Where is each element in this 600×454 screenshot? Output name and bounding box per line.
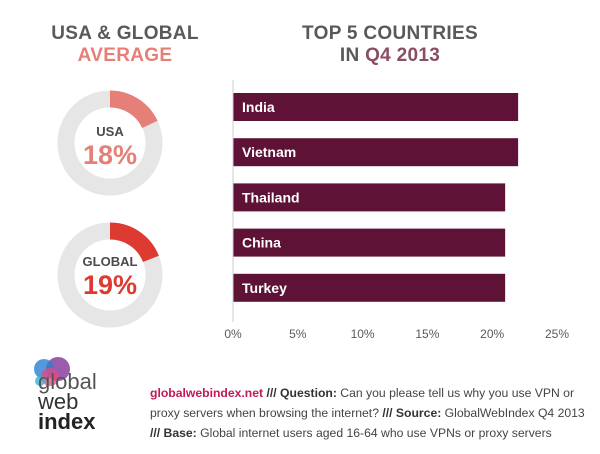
global-donut-value: 19% — [82, 270, 138, 300]
x-tick-label: 15% — [415, 327, 439, 341]
source-text: GlobalWebIndex Q4 2013 — [444, 406, 585, 420]
logo-line3: index — [38, 409, 96, 434]
right-heading-line1: TOP 5 COUNTRIES — [302, 23, 478, 44]
bar-turkey — [233, 273, 506, 302]
bar-label-vietnam: Vietnam — [242, 144, 296, 160]
usa-donut-label: USA — [96, 124, 124, 139]
globalwebindex-logo-icon — [34, 357, 70, 386]
usa-donut-ring — [57, 90, 163, 196]
global-donut: GLOBAL 19% — [55, 220, 165, 330]
x-tick-label: 25% — [545, 327, 569, 341]
global-donut-ring — [57, 222, 163, 328]
donut-value-arc — [57, 222, 163, 328]
x-tick-label: 20% — [480, 327, 504, 341]
x-tick-label: 5% — [289, 327, 307, 341]
x-tick-label: 0% — [224, 327, 242, 341]
logo-line2: web — [38, 389, 79, 414]
bar-label-thailand: Thailand — [242, 189, 300, 205]
global-donut-label: GLOBAL — [82, 254, 138, 269]
bar-thailand — [233, 183, 506, 212]
base-text: Global internet users aged 16-64 who use… — [200, 426, 552, 440]
donut-value-arc — [57, 90, 163, 196]
bar-chart: India Vietnam Thailand China Turkey 0% 5% 10% 15… — [224, 80, 569, 341]
logo-line1: global — [38, 369, 97, 394]
x-tick-label: 10% — [351, 327, 375, 341]
base-key: /// Base: — [150, 426, 197, 440]
usa-donut-value: 18% — [82, 140, 138, 170]
bar-india — [233, 93, 519, 121]
left-heading-line2: AVERAGE — [77, 45, 173, 66]
question-text: Can you please tell us why you use VPN o… — [150, 386, 575, 420]
right-heading-prefix: IN — [339, 45, 360, 66]
bar-label-china: China — [242, 235, 281, 251]
bar-china — [233, 228, 506, 257]
site-link[interactable]: globalwebindex.net — [150, 386, 264, 400]
bar-label-turkey: Turkey — [242, 280, 287, 296]
footer-note: globalwebindex.net /// Question: Can you… — [150, 383, 595, 443]
question-key: /// Question: — [266, 386, 337, 400]
usa-donut: USA 18% — [55, 88, 165, 198]
right-heading-highlight: Q4 2013 — [365, 45, 441, 66]
bar-vietnam — [233, 138, 519, 167]
logo-wordmark: global web index — [38, 369, 97, 434]
right-heading-line2: IN Q4 2013 — [270, 44, 510, 68]
left-heading-line1: USA & GLOBAL — [51, 23, 199, 44]
bar-label-india: India — [242, 99, 275, 115]
source-key: /// Source: — [382, 406, 442, 420]
